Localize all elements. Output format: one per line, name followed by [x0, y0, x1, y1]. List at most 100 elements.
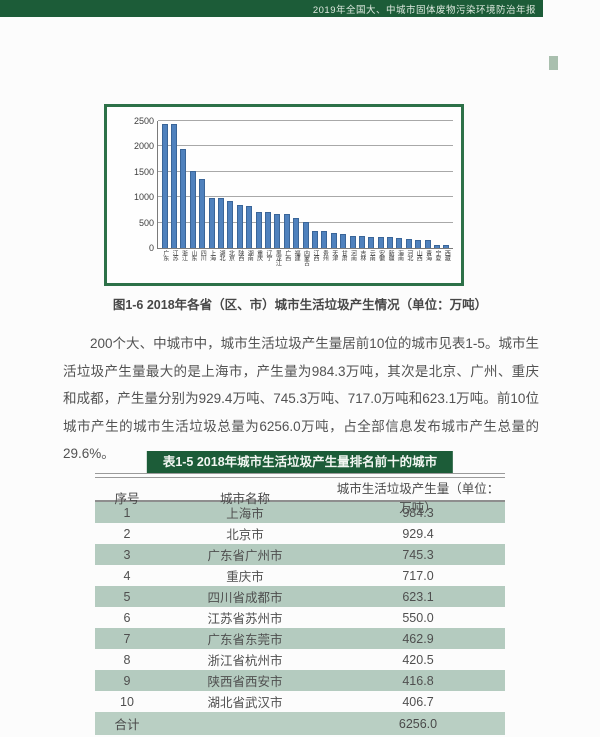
- city-cell: 浙江省杭州市: [207, 654, 283, 668]
- x-label-slot: 江苏: [169, 250, 178, 265]
- table-row: 1 上海市 984.3: [95, 502, 505, 523]
- report-header-text: 2019年全国大、中城市固体废物污染环境防治年报: [312, 4, 536, 16]
- rank-cell: 4: [123, 568, 131, 583]
- gridline-1500: [158, 170, 453, 172]
- rank-cell: 6: [123, 610, 131, 625]
- x-label-slot: 山西: [414, 250, 423, 265]
- header-corner-accent: [549, 56, 558, 70]
- bar-slot: [329, 121, 338, 248]
- header-value: 城市生活垃圾产生量（单位：万吨）: [336, 482, 500, 515]
- x-label-slot: 上海: [207, 250, 216, 265]
- x-tick-label: 云南: [368, 250, 375, 260]
- x-label-slot: 湖南: [245, 250, 254, 265]
- table-row: 5 四川省成都市 623.1: [95, 586, 505, 607]
- x-tick-label: 吉林: [358, 250, 365, 260]
- table-row: 8 浙江省杭州市 420.5: [95, 649, 505, 670]
- x-label-slot: 辽宁: [263, 250, 272, 265]
- bar-四川: [199, 179, 206, 248]
- bar-slot: [320, 121, 329, 248]
- bar-slot: [179, 121, 188, 248]
- city-cell: 上海市: [226, 507, 264, 521]
- rank-cell: 7: [123, 631, 131, 646]
- bar-重庆: [255, 211, 262, 248]
- bar-slot: [301, 121, 310, 248]
- chart-bars: [158, 121, 453, 248]
- rank-cell: 8: [123, 652, 131, 667]
- bar-海南: [396, 238, 403, 248]
- x-tick-label: 宁夏: [434, 250, 441, 260]
- bar-slot: [357, 121, 366, 248]
- city-cell: 广东省广州市: [207, 549, 283, 563]
- bar-山东: [189, 170, 196, 248]
- figure-caption: 图1-6 2018年各省（区、市）城市生活垃圾产生情况（单位：万吨）: [112, 298, 488, 312]
- x-tick-label: 上海: [208, 250, 215, 260]
- value-cell: 717.0: [402, 568, 434, 583]
- x-tick-label: 西藏: [443, 250, 450, 260]
- header-city: 城市名称: [219, 491, 270, 506]
- table-row: 7 广东省东莞市 462.9: [95, 628, 505, 649]
- bar-slot: [245, 121, 254, 248]
- x-label-slot: 陕西: [235, 250, 244, 265]
- table-row: 3 广东省广州市 745.3: [95, 544, 505, 565]
- value-cell: 984.3: [402, 505, 434, 520]
- x-tick-label: 山东: [189, 250, 196, 260]
- table-top-rule: [95, 473, 505, 478]
- x-label-slot: 天津: [329, 250, 338, 265]
- bar-浙江: [180, 148, 187, 248]
- bar-陕西: [236, 205, 243, 248]
- table-row: 10 湖北省武汉市 406.7: [95, 691, 505, 712]
- header-rank: 序号: [114, 491, 140, 506]
- bar-江西: [311, 231, 318, 248]
- bar-slot: [160, 121, 169, 248]
- table-total-row: 合计 6256.0: [95, 712, 505, 735]
- x-label-slot: 海南: [395, 250, 404, 265]
- rank-cell: 3: [123, 547, 131, 562]
- bar-slot: [385, 121, 394, 248]
- waste-bar-chart: 0 500 1000 1500 2000 2500 广东 江苏 浙江 山东 四川 上海 湖北 北京 陕西湖…: [104, 104, 464, 286]
- chart-plot-area: 0 500 1000 1500 2000 2500 广东 江苏 浙江 山东 四川 上海 湖北 北京 陕西湖…: [134, 116, 453, 265]
- x-tick-label: 山西: [415, 250, 422, 260]
- value-cell: 462.9: [402, 631, 434, 646]
- bar-山西: [415, 239, 422, 248]
- x-label-slot: 北京: [226, 250, 235, 265]
- x-tick-label: 四川: [199, 250, 206, 260]
- table-header-row: 序号 城市名称 城市生活垃圾产生量（单位：万吨）: [95, 478, 505, 515]
- rank-cell: 合计: [114, 718, 140, 732]
- value-cell: 420.5: [402, 652, 434, 667]
- rank-cell: 2: [123, 526, 131, 541]
- bar-slot: [254, 121, 263, 248]
- city-cell: 湖北省武汉市: [207, 696, 283, 710]
- bar-slot: [442, 121, 451, 248]
- table-title: 表1-5 2018年城市生活垃圾产生量排名前十的城市: [146, 451, 454, 474]
- bar-河南: [349, 235, 356, 248]
- bar-宁夏: [434, 244, 441, 248]
- bar-slot: [226, 121, 235, 248]
- x-tick-label: 贵州: [321, 250, 328, 260]
- x-label-slot: 广西: [282, 250, 291, 265]
- x-label-slot: 重庆: [254, 250, 263, 265]
- x-tick-label: 新疆: [387, 250, 394, 260]
- value-cell: 406.7: [402, 694, 434, 709]
- x-tick-label: 北京: [227, 250, 234, 260]
- bar-甘肃: [340, 233, 347, 248]
- bar-slot: [404, 121, 413, 248]
- x-label-slot: 西藏: [442, 250, 451, 265]
- rank-cell: 10: [120, 694, 134, 709]
- table-row: 6 江苏省苏州市 550.0: [95, 607, 505, 628]
- x-label-slot: 河北: [404, 250, 413, 265]
- x-label-slot: 山东: [188, 250, 197, 265]
- x-tick-label: 重庆: [255, 250, 262, 260]
- rank-cell: 1: [123, 505, 131, 520]
- city-cell: 北京市: [226, 528, 264, 542]
- x-tick-label: 福建: [293, 250, 300, 260]
- bar-湖南: [246, 206, 253, 248]
- bar-slot: [273, 121, 282, 248]
- bar-福建: [293, 218, 300, 248]
- value-cell: 623.1: [402, 589, 434, 604]
- table-row: 9 陕西省西安市 416.8: [95, 670, 505, 691]
- y-tick-label: 2000: [133, 141, 154, 152]
- gridline-1000: [158, 196, 453, 198]
- table-row: 2 北京市 929.4: [95, 523, 505, 544]
- value-cell: 550.0: [402, 610, 434, 625]
- bar-slot: [338, 121, 347, 248]
